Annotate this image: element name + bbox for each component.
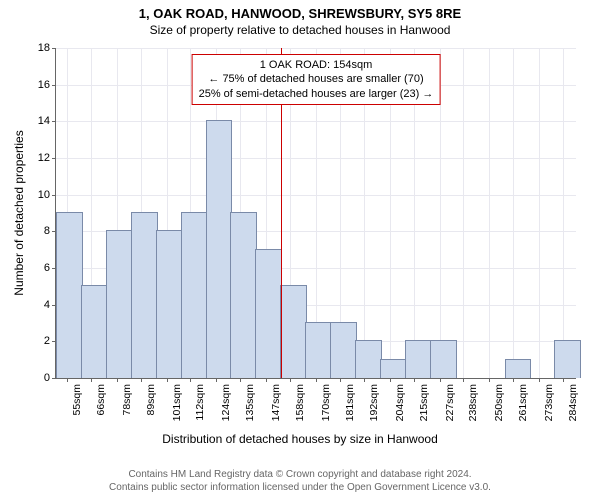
histogram-bar [380, 359, 407, 378]
ytick-mark [52, 85, 56, 86]
xtick-label: 181sqm [344, 384, 356, 421]
xtick-mark [463, 378, 464, 382]
gridline-v [489, 48, 490, 378]
xtick-label: 55sqm [71, 384, 83, 416]
y-axis-label: Number of detached properties [12, 130, 26, 295]
histogram-bar [430, 340, 457, 378]
ytick-label: 8 [44, 225, 50, 237]
xtick-mark [141, 378, 142, 382]
xtick-mark [167, 378, 168, 382]
ytick-label: 14 [38, 115, 50, 127]
annotation-line-2: ← 75% of detached houses are smaller (70… [199, 72, 434, 86]
xtick-label: 158sqm [294, 384, 306, 421]
xtick-mark [91, 378, 92, 382]
x-axis-label: Distribution of detached houses by size … [0, 432, 600, 446]
xtick-label: 112sqm [194, 384, 206, 421]
histogram-bar [131, 212, 158, 378]
chart-title-main: 1, OAK ROAD, HANWOOD, SHREWSBURY, SY5 8R… [0, 6, 600, 21]
annotation-box: 1 OAK ROAD: 154sqm ← 75% of detached hou… [192, 54, 441, 105]
histogram-bar [181, 212, 208, 378]
ytick-label: 18 [38, 42, 50, 54]
ytick-mark [52, 378, 56, 379]
xtick-label: 261sqm [517, 384, 529, 421]
xtick-label: 135sqm [244, 384, 256, 421]
histogram-bar [230, 212, 257, 378]
xtick-label: 170sqm [320, 384, 332, 421]
ytick-label: 6 [44, 262, 50, 274]
ytick-label: 12 [38, 152, 50, 164]
xtick-label: 227sqm [444, 384, 456, 421]
histogram-bar [280, 285, 307, 378]
xtick-label: 250sqm [493, 384, 505, 421]
xtick-label: 66sqm [95, 384, 107, 416]
xtick-mark [117, 378, 118, 382]
gridline-v [513, 48, 514, 378]
xtick-mark [67, 378, 68, 382]
xtick-mark [390, 378, 391, 382]
histogram-bar [81, 285, 108, 378]
xtick-label: 273sqm [543, 384, 555, 421]
annotation-line-3: 25% of semi-detached houses are larger (… [199, 87, 434, 101]
xtick-label: 238sqm [467, 384, 479, 421]
xtick-label: 284sqm [567, 384, 579, 421]
plot-area: 02468101214161855sqm66sqm78sqm89sqm101sq… [55, 48, 576, 379]
xtick-label: 124sqm [220, 384, 232, 421]
xtick-label: 215sqm [418, 384, 430, 421]
footer-line-1: Contains HM Land Registry data © Crown c… [0, 468, 600, 481]
chart-container: 1, OAK ROAD, HANWOOD, SHREWSBURY, SY5 8R… [0, 0, 600, 500]
xtick-mark [414, 378, 415, 382]
xtick-mark [539, 378, 540, 382]
ytick-mark [52, 121, 56, 122]
histogram-bar [206, 120, 233, 378]
ytick-label: 4 [44, 299, 50, 311]
histogram-bar [156, 230, 183, 378]
xtick-label: 204sqm [394, 384, 406, 421]
chart-title-sub: Size of property relative to detached ho… [0, 23, 600, 37]
gridline-v [463, 48, 464, 378]
xtick-label: 101sqm [171, 384, 183, 421]
histogram-bar [405, 340, 432, 378]
gridline-v [539, 48, 540, 378]
ytick-label: 0 [44, 372, 50, 384]
histogram-bar [255, 249, 282, 378]
ytick-mark [52, 158, 56, 159]
xtick-mark [190, 378, 191, 382]
ytick-label: 16 [38, 79, 50, 91]
histogram-bar [56, 212, 83, 378]
footer-text: Contains HM Land Registry data © Crown c… [0, 468, 600, 494]
xtick-label: 147sqm [270, 384, 282, 421]
ytick-label: 2 [44, 335, 50, 347]
histogram-bar [106, 230, 133, 378]
xtick-mark [266, 378, 267, 382]
xtick-mark [340, 378, 341, 382]
footer-line-2: Contains public sector information licen… [0, 481, 600, 494]
xtick-label: 192sqm [368, 384, 380, 421]
xtick-mark [563, 378, 564, 382]
ytick-mark [52, 48, 56, 49]
histogram-bar [330, 322, 357, 378]
gridline-v [563, 48, 564, 378]
xtick-mark [290, 378, 291, 382]
histogram-bar [505, 359, 532, 378]
xtick-mark [240, 378, 241, 382]
histogram-bar [355, 340, 382, 378]
ytick-label: 10 [38, 189, 50, 201]
xtick-mark [216, 378, 217, 382]
xtick-mark [440, 378, 441, 382]
xtick-mark [489, 378, 490, 382]
xtick-mark [316, 378, 317, 382]
annotation-line-1: 1 OAK ROAD: 154sqm [199, 58, 434, 72]
histogram-bar [554, 340, 581, 378]
xtick-mark [513, 378, 514, 382]
ytick-mark [52, 195, 56, 196]
histogram-bar [305, 322, 332, 378]
xtick-label: 78sqm [121, 384, 133, 416]
xtick-label: 89sqm [145, 384, 157, 416]
xtick-mark [364, 378, 365, 382]
